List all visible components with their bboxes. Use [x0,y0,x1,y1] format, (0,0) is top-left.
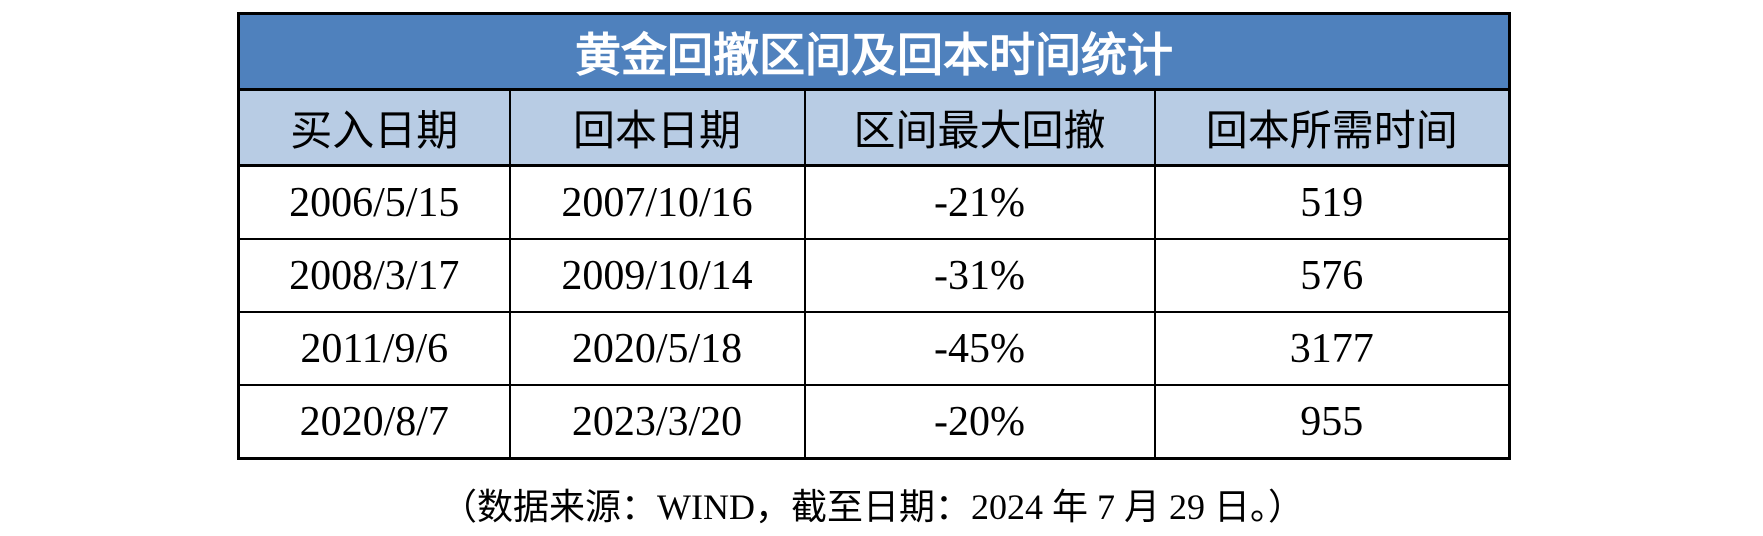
column-header-max-drawdown: 区间最大回撤 [803,88,1156,167]
cell-recovery-time: 955 [1153,384,1511,460]
cell-buy-date: 2011/9/6 [237,311,511,386]
cell-recovery-time: 519 [1153,164,1511,240]
table-title: 黄金回撤区间及回本时间统计 [237,12,1511,91]
cell-max-drawdown: -31% [803,238,1156,313]
cell-recovery-time: 576 [1153,238,1511,313]
table-row: 2006/5/15 2007/10/16 -21% 519 [237,164,1511,240]
source-note: （数据来源：WIND，截至日期：2024 年 7 月 29 日。） [441,487,1304,527]
table-title-row: 黄金回撤区间及回本时间统计 [237,12,1511,91]
cell-recovery-date: 2009/10/14 [508,238,806,313]
column-header-recovery-date: 回本日期 [508,88,806,167]
cell-buy-date: 2020/8/7 [237,384,511,460]
column-header-buy-date: 买入日期 [237,88,511,167]
cell-max-drawdown: -45% [803,311,1156,386]
drawdown-table: 黄金回撤区间及回本时间统计 买入日期 回本日期 区间最大回撤 回本所需时间 20… [237,12,1511,460]
table-row: 2020/8/7 2023/3/20 -20% 955 [237,384,1511,460]
cell-max-drawdown: -20% [803,384,1156,460]
table-row: 2011/9/6 2020/5/18 -45% 3177 [237,311,1511,386]
cell-recovery-time: 3177 [1153,311,1511,386]
cell-buy-date: 2008/3/17 [237,238,511,313]
column-header-recovery-time: 回本所需时间 [1153,88,1511,167]
table-header-row: 买入日期 回本日期 区间最大回撤 回本所需时间 [237,88,1511,167]
cell-max-drawdown: -21% [803,164,1156,240]
cell-buy-date: 2006/5/15 [237,164,511,240]
cell-recovery-date: 2023/3/20 [508,384,806,460]
cell-recovery-date: 2020/5/18 [508,311,806,386]
cell-recovery-date: 2007/10/16 [508,164,806,240]
table-row: 2008/3/17 2009/10/14 -31% 576 [237,238,1511,313]
drawdown-table-container: 黄金回撤区间及回本时间统计 买入日期 回本日期 区间最大回撤 回本所需时间 20… [237,12,1511,460]
